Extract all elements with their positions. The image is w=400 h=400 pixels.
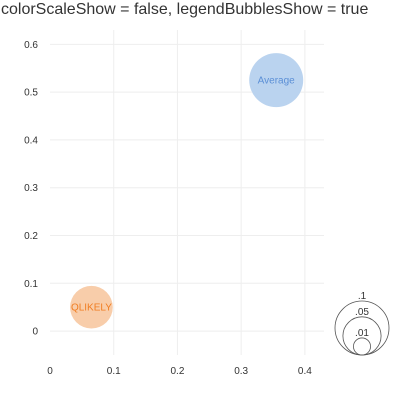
- bubble[interactable]: [70, 285, 113, 329]
- y-tick-label: 0.4: [24, 135, 38, 146]
- legend-label: .1: [358, 291, 367, 302]
- bubble-layer: Average QLIKELY: [70, 53, 304, 329]
- bubble[interactable]: [249, 53, 304, 108]
- chart-title: colorScaleShow = false, legendBubblesSho…: [1, 1, 369, 18]
- size-legend: .1 .05 .01: [334, 291, 390, 356]
- y-tick-label: 0: [32, 327, 38, 338]
- y-tick-label: 0.6: [24, 40, 38, 51]
- x-tick-label: 0.4: [298, 366, 312, 377]
- x-tick-label: 0.1: [107, 366, 121, 377]
- x-tick-label: 0.2: [170, 366, 184, 377]
- y-tick-label: 0.1: [24, 279, 38, 290]
- legend-label: .01: [355, 328, 369, 339]
- legend-circle: [353, 337, 371, 356]
- y-tick-label: 0.5: [24, 88, 38, 99]
- legend-label: .05: [355, 307, 369, 318]
- axis-tick-labels: 0 0.1 0.2 0.3 0.4 0 0.1 0.2 0.3 0.4 0.5 0.6: [24, 40, 312, 377]
- grid: [50, 30, 324, 355]
- y-tick-label: 0.2: [24, 231, 38, 242]
- x-tick-label: 0: [47, 366, 53, 377]
- y-tick-label: 0.3: [24, 183, 38, 194]
- x-tick-label: 0.3: [234, 366, 248, 377]
- bubble-label: Average: [258, 76, 296, 87]
- bubble-label: QLIKELY: [71, 303, 112, 314]
